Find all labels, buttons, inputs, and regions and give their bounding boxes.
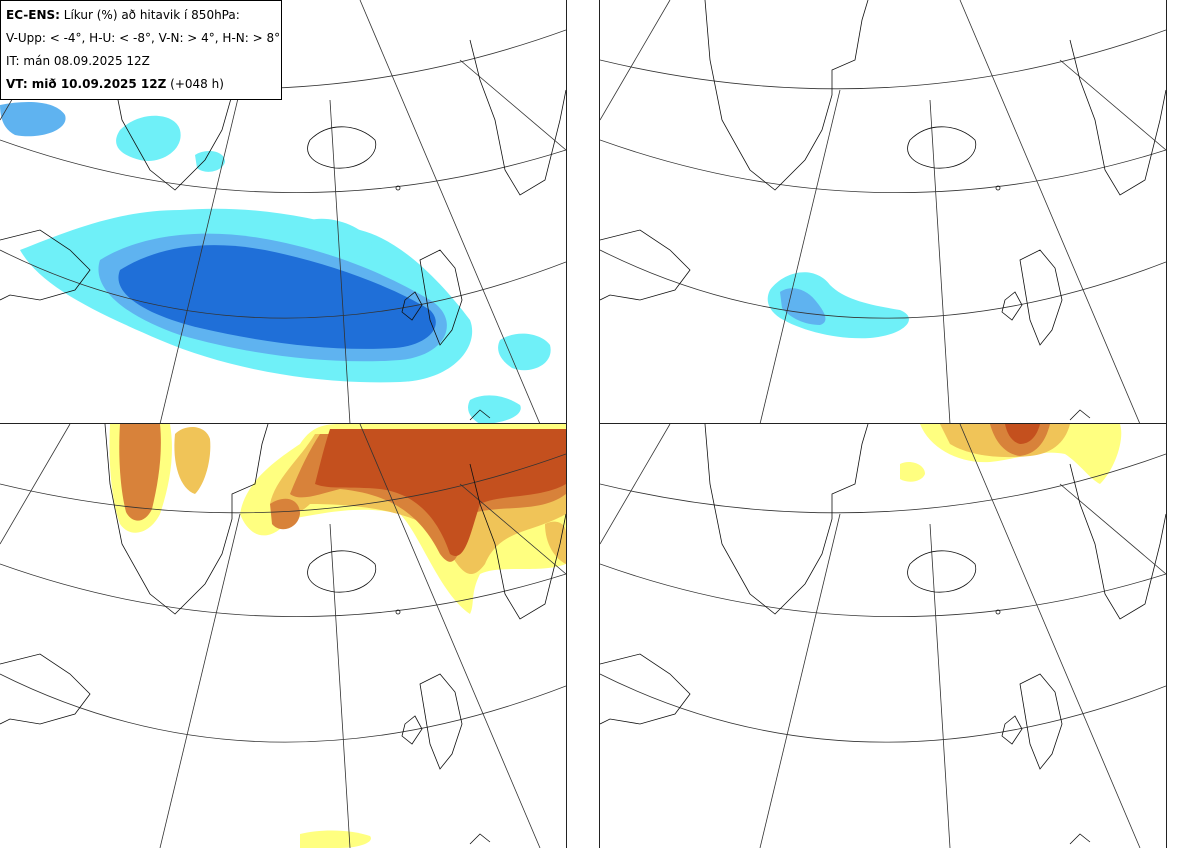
init-time: IT: mán 08.09.2025 12Z	[6, 54, 150, 68]
lead-time: (+048 h)	[170, 77, 224, 91]
map-panel-v-n: 100 95 65 35 5	[0, 423, 567, 848]
model-label: EC-ENS:	[6, 8, 60, 22]
title-line: EC-ENS: Líkur (%) að hitavik í 850hPa:	[6, 4, 276, 27]
valid-time-line: VT: mið 10.09.2025 12Z (+048 h)	[6, 73, 276, 96]
legend-line: V-Upp: < -4°, H-U: < -8°, V-N: > 4°, H-N…	[6, 31, 281, 45]
map-h-u	[600, 0, 1166, 424]
map-panel-v-upp: 100 95 65 35 5	[0, 0, 567, 425]
map-h-n	[600, 424, 1166, 848]
info-box: EC-ENS: Líkur (%) að hitavik í 850hPa: V…	[0, 0, 282, 100]
valid-time: VT: mið 10.09.2025 12Z	[6, 77, 167, 91]
map-panel-h-u: 100 95 65 35 5	[599, 0, 1167, 425]
map-v-upp	[0, 0, 566, 424]
map-panel-h-n: 100 95 65 35 5	[599, 423, 1167, 848]
title-text: Líkur (%) að hitavik í 850hPa:	[63, 8, 240, 22]
map-v-n	[0, 424, 566, 848]
